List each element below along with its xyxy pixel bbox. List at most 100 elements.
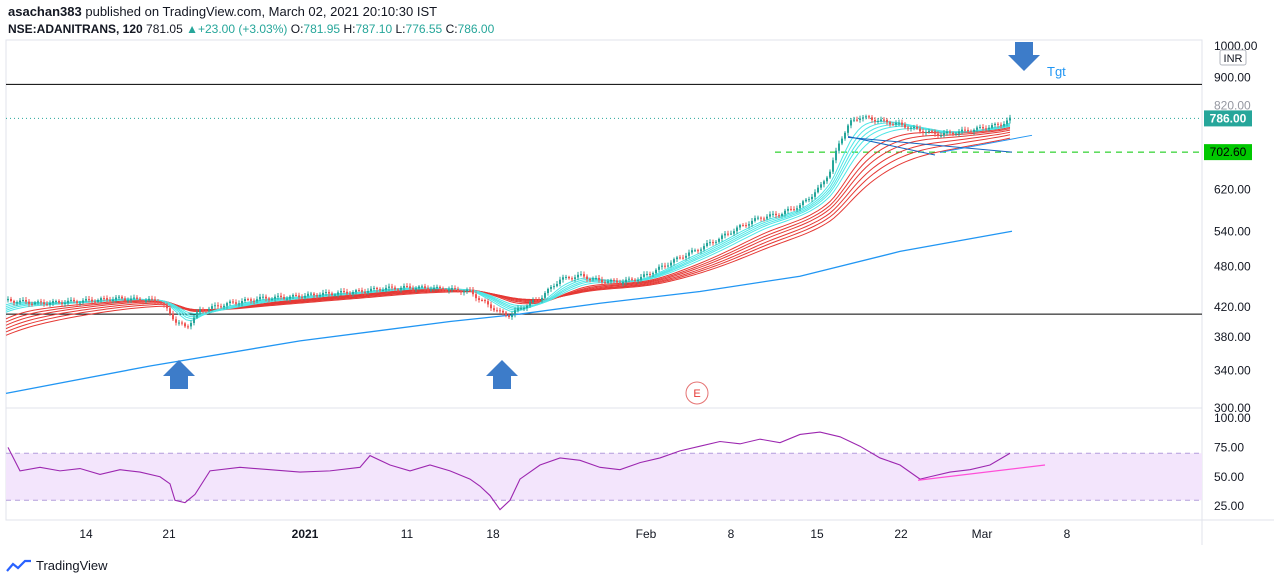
candle-body <box>415 288 417 290</box>
currency-box <box>1219 49 1247 66</box>
arrow-up-2 <box>486 360 518 389</box>
candle-body <box>667 265 669 267</box>
candle-body <box>631 278 633 280</box>
candle-body <box>946 131 948 133</box>
candle-body <box>964 129 966 131</box>
candle-body <box>970 131 972 133</box>
candle-body <box>577 274 579 278</box>
tradingview-footer[interactable]: TradingView <box>6 558 108 573</box>
candle-body <box>190 322 192 327</box>
price-tick: 420.00 <box>1214 300 1251 314</box>
ema-slow-1 <box>5 128 1011 323</box>
candle-body <box>34 302 36 305</box>
candle-body <box>202 309 204 311</box>
candle-body <box>910 127 912 129</box>
candle-body <box>739 225 741 228</box>
candle-body <box>715 241 717 243</box>
footer-brand: TradingView <box>36 558 108 573</box>
candle-body <box>727 233 729 235</box>
candle-body <box>967 129 969 132</box>
candle-body <box>184 323 186 327</box>
ema-fast-4 <box>5 125 1011 315</box>
symbol-name[interactable]: NSE:ADANITRANS, 120 <box>8 22 143 36</box>
candle-body <box>364 291 366 293</box>
arrow-up-1 <box>163 360 195 389</box>
candle-body <box>718 238 720 242</box>
candle-body <box>223 305 225 308</box>
price-tick: 340.00 <box>1214 363 1251 377</box>
candle-body <box>886 119 888 123</box>
candle-body <box>787 208 789 211</box>
level-tag <box>1204 144 1252 161</box>
time-tick: 8 <box>1064 527 1071 541</box>
published-text: published on TradingView.com, March 02, … <box>85 4 438 19</box>
candle-body <box>478 298 480 300</box>
candle-body <box>376 287 378 290</box>
price-tick: 380.00 <box>1214 330 1251 344</box>
candle-body <box>1009 117 1011 121</box>
candle-body <box>385 287 387 290</box>
candle-body <box>619 282 621 284</box>
candle-body <box>187 326 189 328</box>
candle-body <box>247 299 249 301</box>
candle-body <box>535 300 537 302</box>
candle-body <box>805 199 807 202</box>
candle-body <box>916 126 918 129</box>
level-tag-label: 702.60 <box>1210 145 1247 159</box>
candle-body <box>226 303 228 306</box>
candle-body <box>16 302 18 304</box>
candle-body <box>721 235 723 239</box>
candle-body <box>169 308 171 314</box>
candle-body <box>181 322 183 324</box>
close-label: C: <box>445 22 458 36</box>
ema-slow-2 <box>5 129 1011 326</box>
candle-body <box>991 125 993 128</box>
candle-body <box>724 233 726 236</box>
candle-body <box>904 124 906 128</box>
candle-body <box>679 257 681 259</box>
candle-body <box>706 243 708 247</box>
candle-body <box>487 301 489 305</box>
candle-body <box>373 287 375 289</box>
time-tick: 14 <box>79 527 93 541</box>
candle-body <box>445 290 447 292</box>
wedge-left-line <box>847 136 936 156</box>
candle-body <box>328 292 330 294</box>
candle-body <box>43 302 45 305</box>
author-name[interactable]: asachan383 <box>8 4 82 19</box>
candle-body <box>985 128 987 130</box>
earnings-label: E <box>693 388 700 400</box>
candle-body <box>22 300 24 302</box>
time-tick: Mar <box>972 527 993 541</box>
candle-body <box>196 312 198 318</box>
candle-body <box>526 305 528 309</box>
candle-body <box>136 297 138 299</box>
candle-body <box>13 300 15 303</box>
candle-body <box>655 269 657 274</box>
candle-body <box>814 192 816 197</box>
candle-body <box>76 301 78 303</box>
candle-body <box>934 131 936 134</box>
rsi-tick: 50.00 <box>1214 470 1244 484</box>
candle-body <box>298 295 300 298</box>
candle-body <box>781 213 783 216</box>
candle-body <box>796 208 798 210</box>
candle-body <box>925 132 927 134</box>
candle-body <box>505 312 507 316</box>
candle-body <box>994 123 996 126</box>
rsi-band <box>6 453 1202 501</box>
candle-body <box>607 281 609 283</box>
up-arrow-icon <box>486 360 518 389</box>
candle-body <box>757 217 759 219</box>
candle-body <box>511 314 513 318</box>
candle-body <box>742 225 744 227</box>
candle-body <box>802 201 804 206</box>
candle-body <box>118 296 120 298</box>
currency-label: INR <box>1224 53 1243 65</box>
candle-body <box>442 288 444 291</box>
candle-body <box>703 246 705 250</box>
candle-body <box>331 293 333 295</box>
candle-body <box>304 295 306 298</box>
low-label: L: <box>395 22 406 36</box>
